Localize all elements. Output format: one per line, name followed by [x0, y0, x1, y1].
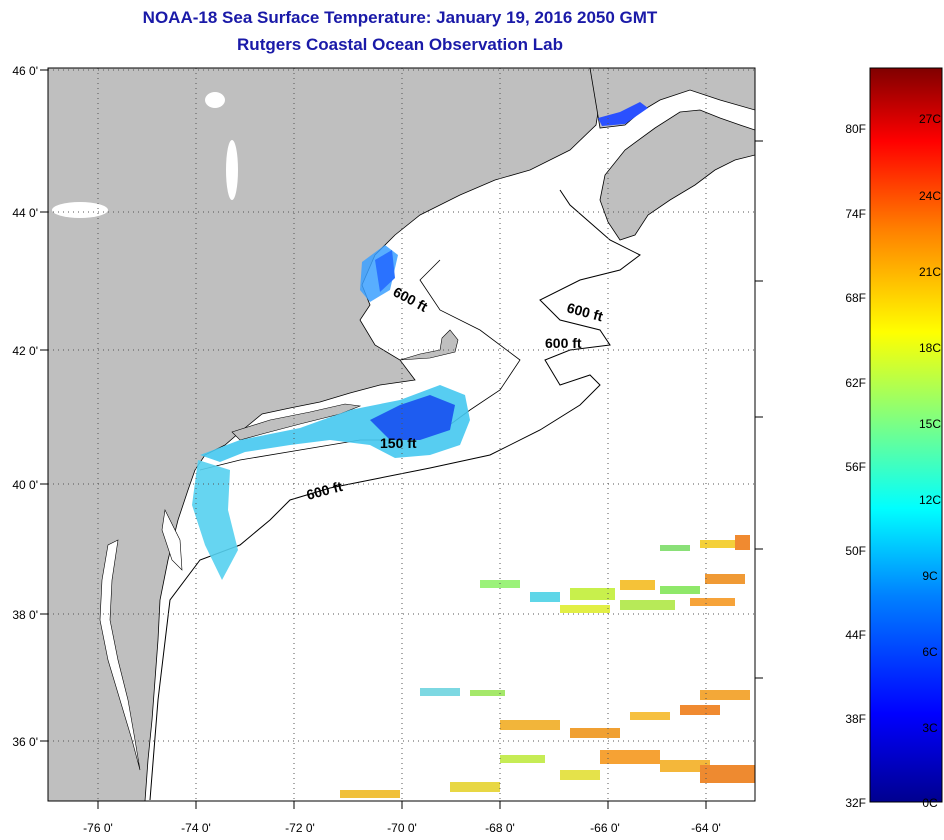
sst-patch: [192, 460, 238, 580]
colorbar: [869, 67, 943, 803]
colorbar-f-label: 32F: [845, 796, 866, 810]
colorbar-c-label: 12C: [919, 493, 941, 507]
cape-cod: [399, 329, 459, 361]
contour-600ft: [149, 189, 641, 801]
colorbar-c-label: 24C: [919, 189, 941, 203]
contour-label: 600 ft: [545, 335, 582, 351]
sst-patch: [375, 250, 395, 292]
colorbar-f-label: 62F: [845, 376, 866, 390]
colorbar-celsius-labels: 27C 24C 21C 18C 15C 12C 9C 6C 3C 0C: [919, 112, 941, 810]
graticule: [48, 68, 755, 801]
lat-label: 38 0': [12, 608, 38, 622]
colorbar-f-label: 50F: [845, 544, 866, 558]
lake: [226, 140, 238, 200]
lon-label: -70 0': [387, 821, 417, 835]
contour-150ft: [199, 259, 521, 471]
delaware-bay: [161, 509, 183, 571]
colorbar-c-label: 21C: [919, 265, 941, 279]
colorbar-f-label: 56F: [845, 460, 866, 474]
map-title: NOAA-18 Sea Surface Temperature: January…: [142, 8, 658, 27]
sst-patch: [598, 102, 648, 126]
map-area: 600 ft 600 ft 600 ft 150 ft 600 ft: [48, 68, 755, 801]
colorbar-c-label: 6C: [922, 645, 938, 659]
colorbar-c-label: 15C: [919, 417, 941, 431]
map-ticks: [40, 69, 763, 809]
colorbar-c-label: 27C: [919, 112, 941, 126]
lon-label: -72 0': [285, 821, 315, 835]
lake: [52, 202, 108, 218]
lat-label: 42 0': [12, 344, 38, 358]
lon-label: -64 0': [691, 821, 721, 835]
lon-label: -74 0': [181, 821, 211, 835]
chesapeake-bay: [99, 539, 141, 771]
colorbar-c-label: 0C: [922, 796, 938, 810]
colorbar-fahrenheit-labels: 80F 74F 68F 62F 56F 50F 44F 38F 32F: [845, 122, 866, 810]
lake: [205, 92, 225, 108]
map-subtitle: Rutgers Coastal Ocean Observation Lab: [237, 35, 563, 54]
lon-label: -68 0': [485, 821, 515, 835]
colorbar-c-label: 3C: [922, 721, 938, 735]
lat-label: 40 0': [12, 478, 38, 492]
colorbar-f-label: 44F: [845, 628, 866, 642]
lat-label: 44 0': [12, 206, 38, 220]
lat-label: 36 0': [12, 735, 38, 749]
us-landmass: [48, 68, 601, 801]
colorbar-f-label: 68F: [845, 291, 866, 305]
colorbar-f-label: 38F: [845, 712, 866, 726]
lat-label: 46 0': [12, 64, 38, 78]
lon-label: -76 0': [83, 821, 113, 835]
colorbar-c-label: 9C: [922, 569, 938, 583]
contour-label: 150 ft: [380, 435, 417, 451]
colorbar-c-label: 18C: [919, 341, 941, 355]
lon-label: -66 0': [590, 821, 620, 835]
nova-scotia: [599, 109, 755, 241]
colorbar-f-label: 74F: [845, 207, 866, 221]
colorbar-f-label: 80F: [845, 122, 866, 136]
sst-patch: [370, 395, 455, 440]
